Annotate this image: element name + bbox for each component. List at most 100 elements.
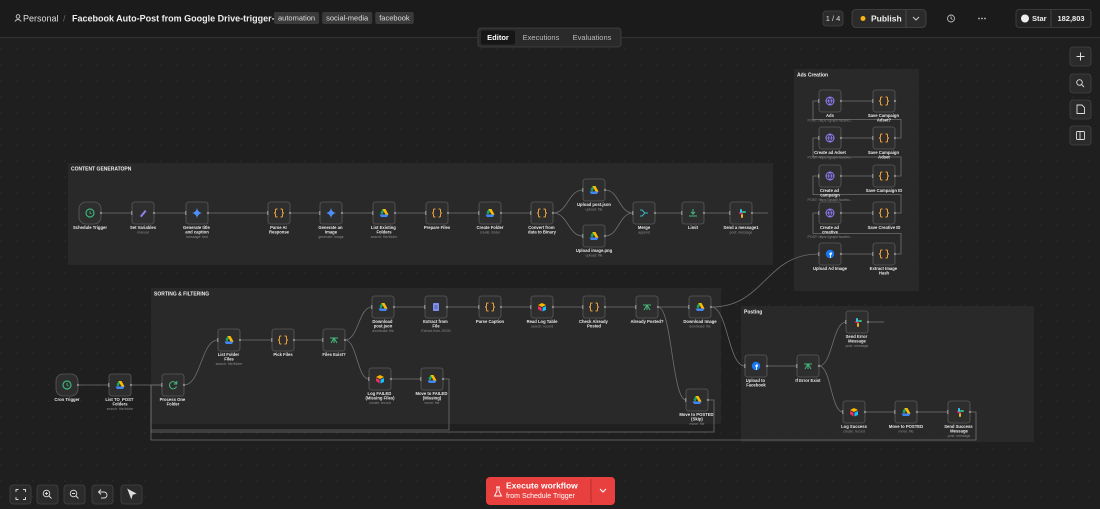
workflow-node[interactable]: Prepare Files: [424, 201, 451, 230]
zoom-out-button[interactable]: [63, 484, 86, 505]
history-button[interactable]: [947, 14, 955, 23]
execute-button[interactable]: [486, 477, 615, 505]
node-handle: [706, 398, 710, 402]
workflow-node[interactable]: Check Already Posted: [579, 295, 609, 329]
workflow-node[interactable]: Upload Ad Image: [813, 242, 848, 271]
node-label: Already Posted?: [630, 319, 663, 324]
workflow-node[interactable]: Save Campaign ID: [866, 164, 903, 193]
node-label: Ads: [826, 113, 835, 118]
workflow-node[interactable]: If Error Exist: [795, 354, 821, 383]
node-label: Log Success: [841, 424, 868, 429]
fit-view-button[interactable]: [9, 484, 32, 505]
workspace[interactable]: Personal: [23, 13, 59, 23]
workflow-node[interactable]: Log FAILED (Missing Files)create: record: [365, 367, 395, 405]
star-count: 182,803: [1057, 14, 1084, 23]
workflow-node[interactable]: Move to FAILED (Missing)move: file: [415, 367, 449, 405]
workflow-node[interactable]: Cron Trigger: [54, 373, 80, 402]
search-button[interactable]: [1069, 73, 1092, 94]
zoom-in-button[interactable]: [36, 484, 59, 505]
node-handle: [389, 377, 393, 381]
bottom-toolbar: [9, 484, 143, 505]
node-input: [818, 174, 820, 178]
node-label-line: (Missing Files): [365, 396, 395, 401]
connection: [604, 212, 634, 237]
node-icon: [434, 305, 438, 309]
node-label: Send Error Message: [846, 334, 869, 344]
github-star[interactable]: [1015, 9, 1092, 28]
workflow-node[interactable]: Upload to Facebook: [744, 354, 769, 388]
workflow-node[interactable]: Parse Caption: [476, 295, 505, 324]
publish-dropdown[interactable]: [912, 16, 920, 21]
node-box: [371, 295, 395, 319]
flask-icon: [493, 486, 503, 497]
node-label-line: Facebook: [746, 383, 766, 388]
workflow-node[interactable]: Files Exist?: [322, 328, 347, 357]
node-icon: [755, 364, 758, 370]
node-label-line: Folders: [376, 230, 392, 235]
node-label: Files Exist?: [322, 352, 346, 357]
node-icon: [382, 209, 389, 215]
tab[interactable]: Evaluations: [573, 33, 612, 42]
workflow-node[interactable]: Process One Folder: [160, 373, 187, 407]
more-button[interactable]: [978, 17, 986, 20]
publish-button[interactable]: [851, 9, 927, 28]
node-icon: [89, 211, 92, 215]
workflow-node[interactable]: Parse AI Response: [267, 201, 292, 235]
workflow-name[interactable]: Facebook Auto-Post from Google Drive-tri…: [72, 13, 280, 23]
node-input: [688, 305, 690, 309]
node-handle: [99, 211, 103, 215]
tag[interactable]: [322, 12, 373, 24]
workflow-node[interactable]: Convert from data to Binary: [528, 201, 557, 235]
workflow-node[interactable]: Extract Image Hash: [870, 242, 899, 276]
node-handle: [499, 211, 503, 215]
sticky-button[interactable]: [1069, 99, 1092, 120]
node-subtitle: search: file/folder: [371, 235, 398, 239]
workflow-node[interactable]: Already Posted?: [630, 295, 664, 324]
workflow-node[interactable]: Save Campaign Adset: [868, 126, 900, 160]
panel-button[interactable]: [1069, 125, 1092, 146]
tag[interactable]: [375, 12, 414, 24]
node-input: [478, 305, 480, 309]
workflow-node[interactable]: Schedule Trigger: [73, 201, 107, 230]
node-icon: [826, 171, 834, 181]
undo-button[interactable]: [91, 484, 114, 505]
tag[interactable]: [274, 12, 320, 24]
execute-dropdown[interactable]: [599, 488, 607, 493]
node-label-line: Posted: [587, 324, 601, 329]
node-box: [271, 328, 295, 352]
workflow-node[interactable]: Save Creative ID: [868, 201, 901, 230]
version-box[interactable]: [822, 10, 844, 27]
node-input: [371, 305, 373, 309]
tab[interactable]: Executions: [523, 33, 560, 42]
workflow-node[interactable]: Limit: [681, 201, 706, 230]
workflow-node[interactable]: Save Campaign Adset?: [868, 89, 900, 123]
workflow-node[interactable]: Move to POSTED (Skip)move: file: [679, 388, 715, 426]
tab[interactable]: Editor: [487, 33, 509, 42]
workflow-node[interactable]: Pick Files: [271, 328, 296, 357]
node-label: Process One Folder: [160, 397, 187, 407]
node-box: [872, 242, 896, 266]
